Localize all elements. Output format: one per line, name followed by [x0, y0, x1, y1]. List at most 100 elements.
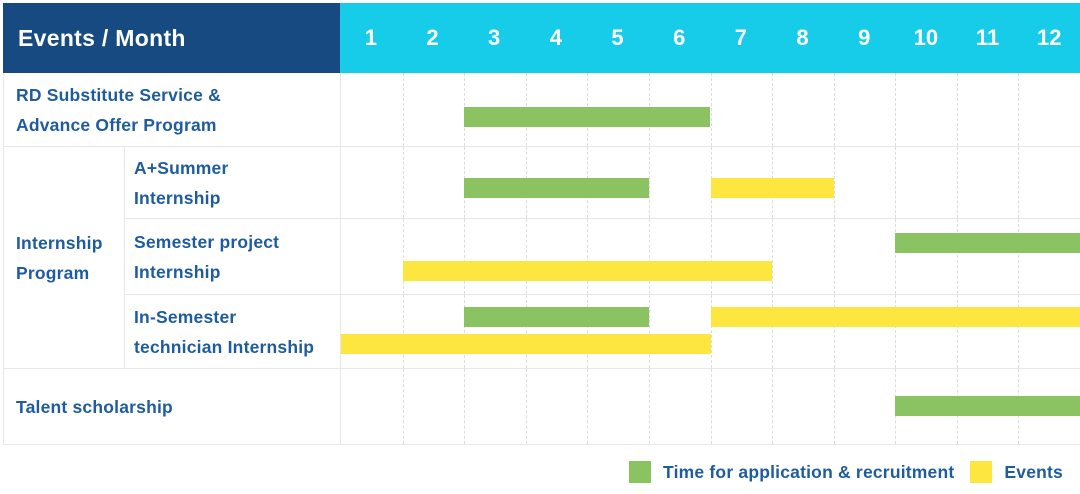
gantt-bar-event: [341, 334, 711, 354]
month-header-cell: 3: [488, 25, 501, 50]
row-label-line: RD Substitute Service &: [16, 84, 221, 105]
month-gridline: [895, 219, 897, 294]
month-gridline: [587, 295, 589, 368]
row-label-talent-scholarship: Talent scholarship: [4, 369, 341, 444]
row-rd-substitute: RD Substitute Service & Advance Offer Pr…: [3, 73, 1080, 147]
month-gridline: [648, 147, 650, 218]
month-gridline: [587, 369, 589, 444]
month-header-cell: 7: [734, 25, 747, 50]
month-gridline: [402, 295, 404, 368]
header-row: Events / Month 1 2 3 4 5 6 7 8 9 10 11 12: [3, 3, 1080, 73]
gantt-bar-event: [710, 178, 834, 198]
group-label-line: Program: [16, 262, 90, 283]
legend-swatch-application: [629, 461, 652, 483]
gantt-strip-a-plus-summer: [341, 147, 1080, 218]
legend-item: Time for application & recruitment: [629, 461, 954, 483]
month-header-cell: 10: [913, 25, 939, 50]
row-label-line: A+Summer: [134, 157, 229, 178]
legend: Time for application & recruitment Events: [629, 458, 1063, 486]
month-gridline: [710, 219, 712, 294]
month-header-cell: 8: [796, 25, 809, 50]
gantt-strip-semester-project: [341, 219, 1080, 294]
month-gridline: [833, 219, 835, 294]
month-gridline: [464, 369, 466, 444]
row-label-rd-substitute: RD Substitute Service & Advance Offer Pr…: [4, 73, 341, 146]
row-label-line: Semester project: [134, 231, 280, 252]
month-gridline: [525, 369, 527, 444]
month-gridline: [833, 147, 835, 218]
month-gridline: [464, 295, 466, 368]
group-rows: A+Summer Internship Semester project Int…: [125, 147, 1080, 368]
row-label-line: Advance Offer Program: [16, 114, 217, 135]
legend-label: Time for application & recruitment: [663, 461, 955, 482]
month-gridline: [956, 219, 958, 294]
group-label-internship-program: Internship Program: [4, 147, 125, 368]
month-gridline: [648, 295, 650, 368]
row-label-in-semester-technician-internship: In-Semester technician Internship: [125, 295, 341, 368]
month-gridline: [833, 295, 835, 368]
month-gridline: [648, 369, 650, 444]
month-gridline: [648, 219, 650, 294]
month-header-cell: 4: [549, 25, 562, 50]
month-gridline: [402, 73, 404, 146]
row-label-line: technician Internship: [134, 336, 315, 357]
gantt-bar-application: [464, 307, 649, 327]
gantt-bar-application: [895, 396, 1080, 416]
month-header-cell: 9: [858, 25, 871, 50]
row-label-a-plus-summer-internship: A+Summer Internship: [125, 147, 341, 218]
month-gridline: [895, 73, 897, 146]
gantt-bar-application: [895, 233, 1080, 253]
month-gridline: [402, 147, 404, 218]
row-in-semester-technician-internship: In-Semester technician Internship: [125, 295, 1080, 368]
gantt-bar-event: [402, 261, 773, 281]
gantt-bar-application: [464, 178, 649, 198]
row-talent-scholarship: Talent scholarship: [3, 369, 1080, 444]
month-header-cell: 11: [975, 25, 1000, 50]
gantt-strip-rd-substitute: [341, 73, 1080, 146]
schedule-table: Events / Month 1 2 3 4 5 6 7 8 9 10 11 12 RD Substi…: [3, 3, 1080, 445]
gantt-bar-event: [710, 307, 1080, 327]
month-gridline: [525, 219, 527, 294]
legend-label: Events: [1004, 461, 1063, 482]
month-gridline: [710, 295, 712, 368]
month-gridline: [464, 219, 466, 294]
month-gridline: [772, 73, 774, 146]
month-header-cell: 2: [426, 25, 439, 50]
month-gridline: [833, 369, 835, 444]
row-label-line: Internship: [134, 261, 221, 282]
group-label-line: Internship: [16, 232, 103, 253]
month-gridline: [1018, 219, 1020, 294]
gantt-strip-talent-scholarship: [341, 369, 1080, 444]
month-gridline: [895, 147, 897, 218]
month-gridline: [772, 219, 774, 294]
month-gridline: [1018, 147, 1020, 218]
month-gridline: [1018, 295, 1020, 368]
header-events-month: Events / Month: [3, 3, 340, 73]
month-gridline: [402, 369, 404, 444]
gantt-strip-in-semester-technician: [341, 295, 1080, 368]
month-gridline: [956, 147, 958, 218]
gantt-bar-application: [464, 107, 711, 127]
group-internship-program: Internship Program A+Summer Internship S…: [3, 147, 1080, 369]
row-semester-project-internship: Semester project Internship: [125, 219, 1080, 295]
legend-swatch-event: [970, 461, 993, 483]
month-gridline: [587, 219, 589, 294]
row-label-semester-project-internship: Semester project Internship: [125, 219, 341, 294]
month-gridline: [956, 295, 958, 368]
row-label-line: Talent scholarship: [16, 396, 173, 417]
row-a-plus-summer-internship: A+Summer Internship: [125, 147, 1080, 219]
row-label-line: Internship: [134, 187, 221, 208]
month-header-cell: 1: [364, 25, 377, 50]
row-label-line: In-Semester: [134, 306, 237, 327]
month-gridline: [710, 73, 712, 146]
month-gridline: [1018, 73, 1020, 146]
month-header-cell: 12: [1036, 25, 1062, 50]
month-gridline: [525, 295, 527, 368]
month-gridline: [895, 295, 897, 368]
month-header-cell: 5: [611, 25, 624, 50]
month-gridline: [772, 369, 774, 444]
legend-item: Events: [970, 461, 1063, 483]
month-gridline: [402, 219, 404, 294]
month-gridline: [710, 369, 712, 444]
